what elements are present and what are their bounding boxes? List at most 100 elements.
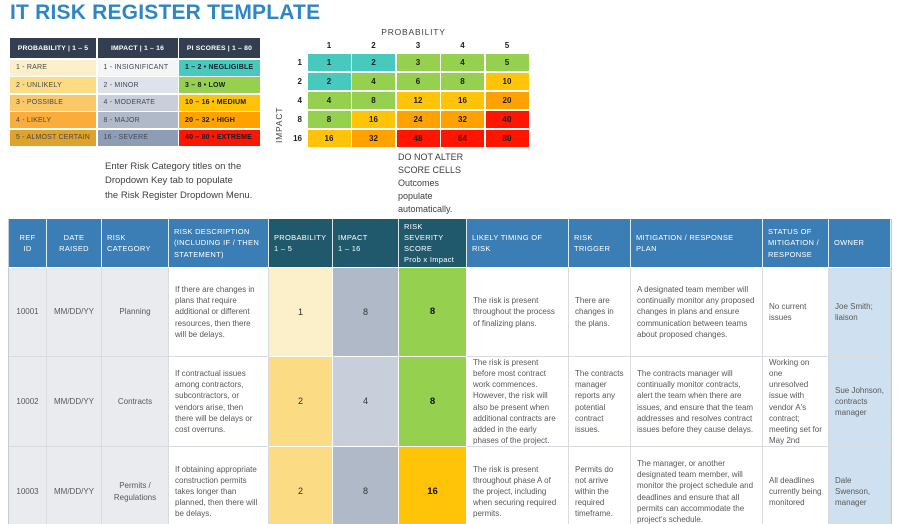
description-cell[interactable]: If contractual issues among contractors,… <box>169 357 269 447</box>
matrix-row-header: 16 <box>293 133 302 143</box>
trigger-cell[interactable]: There are changes in the plans. <box>569 268 631 357</box>
legend-probability-cell: 4 - LIKELY <box>10 112 96 128</box>
matrix-cell: 8 <box>441 72 484 90</box>
owner-cell[interactable]: Sue Johnson, contracts manager <box>829 357 891 447</box>
matrix-col-header: 5 <box>504 41 510 50</box>
matrix-impact-label: IMPACT <box>274 106 284 144</box>
mitigation-cell[interactable]: The manager, or another designated team … <box>631 447 763 524</box>
matrix-cell: 8 <box>307 110 351 128</box>
score-cell[interactable]: 8 <box>399 268 467 357</box>
legend-impact-cell: 4 - MODERATE <box>97 94 178 111</box>
matrix-row-header: 8 <box>297 114 302 124</box>
risk_category-cell[interactable]: Contracts <box>102 357 169 447</box>
matrix-cell: 16 <box>441 91 484 109</box>
description-cell[interactable]: If there are changes in plans that requi… <box>169 268 269 357</box>
timing-cell[interactable]: The risk is present throughout phase A o… <box>467 447 569 524</box>
legend-impact-cell: 8 - MAJOR <box>97 112 178 128</box>
matrix-cell: 32 <box>352 129 395 147</box>
owner-cell[interactable]: Joe Smith; liaison <box>829 268 891 357</box>
impact-cell[interactable]: 8 <box>333 268 399 357</box>
date_raised-cell[interactable]: MM/DD/YY <box>47 268 102 357</box>
matrix-cell: 40 <box>485 110 529 128</box>
status-cell[interactable]: Working on one unresolved issue with ven… <box>763 357 829 447</box>
impact-cell[interactable]: 8 <box>333 447 399 524</box>
matrix-cell: 4 <box>352 72 395 90</box>
column-header-probability: PROBABILITY 1 – 5 <box>269 219 333 268</box>
matrix-cell: 64 <box>441 129 484 147</box>
column-header-risk_category: RISK CATEGORY <box>102 219 169 268</box>
mitigation-cell[interactable]: The contracts manager will continually m… <box>631 357 763 447</box>
risk_category-cell[interactable]: Planning <box>102 268 169 357</box>
probability-impact-matrix: PROBABILITY IMPACT 1 2 3 4 5 1 1 2 3 4 5 2 2 4 6 8 10 4 4 8… <box>272 27 529 147</box>
ref_id-cell[interactable]: 10002 <box>9 357 47 447</box>
matrix-cell: 16 <box>307 129 351 147</box>
date_raised-cell[interactable]: MM/DD/YY <box>47 447 102 524</box>
risk-register-body: 10001 MM/DD/YY Planning If there are change… <box>9 268 891 524</box>
matrix-cell: 10 <box>485 72 529 90</box>
matrix-cell: 4 <box>441 53 484 71</box>
page-title: IT RISK REGISTER TEMPLATE <box>10 1 321 24</box>
score-cell[interactable]: 16 <box>399 447 467 524</box>
legend-impact-cell: 2 - MINOR <box>97 77 178 93</box>
score-cell[interactable]: 8 <box>399 357 467 447</box>
matrix-cell: 3 <box>396 53 440 71</box>
legend-probability-cell: 5 - ALMOST CERTAIN <box>10 129 96 146</box>
matrix-corner <box>286 39 306 52</box>
score-cells-note: DO NOT ALTER SCORE CELLS Outcomes popula… <box>398 152 464 215</box>
status-cell[interactable]: All deadlines currently being monitored <box>763 447 829 524</box>
description-cell[interactable]: If obtaining appropriate construction pe… <box>169 447 269 524</box>
risk-key-table: PROBABILITY | 1 – 5 IMPACT | 1 – 16 PI SCO… <box>10 38 260 146</box>
matrix-col-header: 4 <box>460 41 465 50</box>
owner-cell[interactable]: Dale Swenson, manager <box>829 447 891 524</box>
risk_category-cell[interactable]: Permits / Regulations <box>102 447 169 524</box>
timing-cell[interactable]: The risk is present throughout the proce… <box>467 268 569 357</box>
column-header-status: STATUS OF MITIGATION / RESPONSE <box>763 219 829 268</box>
matrix-col-header: 3 <box>415 41 421 50</box>
legend-score-cell: 40 – 80 • EXTREME <box>179 129 260 146</box>
column-header-date_raised: DATE RAISED <box>47 219 102 268</box>
status-cell[interactable]: No current issues <box>763 268 829 357</box>
matrix-cell: 12 <box>396 91 440 109</box>
matrix-cell: 1 <box>307 53 351 71</box>
matrix-row-header: 1 <box>297 57 302 67</box>
matrix-cell: 8 <box>352 91 395 109</box>
legend-header: IMPACT | 1 – 16 <box>97 38 178 58</box>
column-header-trigger: RISK TRIGGER <box>569 219 631 268</box>
legend-score-cell: 3 – 8 • LOW <box>179 77 260 93</box>
matrix-row-header: 4 <box>297 95 302 105</box>
legend-header: PI SCORES | 1 – 80 <box>179 38 260 58</box>
legend-score-cell: 20 – 32 • HIGH <box>179 112 260 128</box>
date_raised-cell[interactable]: MM/DD/YY <box>47 357 102 447</box>
probability-cell[interactable]: 2 <box>269 357 333 447</box>
matrix-cell: 4 <box>307 91 351 109</box>
mitigation-cell[interactable]: A designated team member will continuall… <box>631 268 763 357</box>
legend-score-cell: 10 – 16 • MEDIUM <box>179 94 260 111</box>
timing-cell[interactable]: The risk is present before most contract… <box>467 357 569 447</box>
legend-score-cell: 1 – 2 • NEGLIGIBLE <box>179 59 260 76</box>
column-header-description: RISK DESCRIPTION (INCLUDING IF / THEN ST… <box>169 219 269 268</box>
matrix-cell: 16 <box>352 110 395 128</box>
matrix-col-header: 1 <box>326 41 332 50</box>
trigger-cell[interactable]: Permits do not arrive within the require… <box>569 447 631 524</box>
legend-impact-cell: 16 - SEVERE <box>97 129 178 146</box>
matrix-row-header: 2 <box>297 76 302 86</box>
column-header-timing: LIKELY TIMING OF RISK <box>467 219 569 268</box>
ref_id-cell[interactable]: 10003 <box>9 447 47 524</box>
column-header-score: RISK SEVERITY SCORE Prob x Impact <box>399 219 467 268</box>
matrix-col-header: 2 <box>371 41 376 50</box>
matrix-cell: 2 <box>307 72 351 90</box>
column-header-ref_id: REF ID <box>9 219 47 268</box>
dropdown-key-note: Enter Risk Category titles on the Dropdo… <box>105 161 253 201</box>
trigger-cell[interactable]: The contracts manager reports any potent… <box>569 357 631 447</box>
probability-cell[interactable]: 1 <box>269 268 333 357</box>
matrix-probability-label: PROBABILITY <box>381 27 446 37</box>
impact-cell[interactable]: 4 <box>333 357 399 447</box>
matrix-cell: 24 <box>396 110 440 128</box>
risk-register-table: REF ID DATE RAISED RISK CATEGORY RISK DESCR… <box>8 219 892 524</box>
ref_id-cell[interactable]: 10001 <box>9 268 47 357</box>
matrix-cell: 5 <box>485 53 529 71</box>
matrix-cell: 80 <box>485 129 529 147</box>
matrix-cell: 32 <box>441 110 484 128</box>
probability-cell[interactable]: 2 <box>269 447 333 524</box>
